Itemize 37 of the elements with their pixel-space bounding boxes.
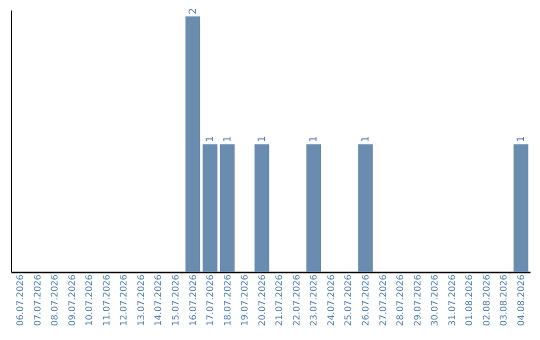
x-tick-label: 07.07.2026 bbox=[33, 274, 44, 326]
x-tick-label: 23.07.2026 bbox=[310, 274, 320, 326]
data-label: 1 bbox=[360, 136, 372, 142]
x-tick-label: 30.07.2026 bbox=[430, 274, 441, 326]
x-tick-label: 11.07.2026 bbox=[102, 274, 112, 326]
x-tick-label: 22.07.2026 bbox=[292, 274, 302, 326]
data-label: 1 bbox=[516, 136, 527, 142]
data-label: 1 bbox=[205, 136, 216, 142]
x-tick-label: 12.07.2026 bbox=[120, 274, 130, 326]
x-tick-label: 26.07.2026 bbox=[361, 274, 372, 326]
x-tick-label: 01.08.2026 bbox=[465, 274, 476, 326]
x-tick-label: 19.07.2026 bbox=[240, 274, 251, 326]
x-tick-label: 29.07.2026 bbox=[413, 274, 424, 326]
data-label: 1 bbox=[256, 136, 268, 142]
x-tick-label: 08.07.2026 bbox=[50, 274, 61, 326]
x-tick-label: 31.07.2026 bbox=[448, 274, 458, 326]
x-tick-label: 21.07.2026 bbox=[275, 274, 286, 326]
x-tick-label: 14.07.2026 bbox=[154, 274, 164, 326]
x-tick-label: 04.08.2026 bbox=[516, 274, 527, 326]
x-tick-label: 09.07.2026 bbox=[68, 274, 78, 326]
x-tick-label: 20.07.2026 bbox=[258, 274, 268, 326]
x-tick-label: 18.07.2026 bbox=[223, 274, 234, 326]
x-tick-label: 02.08.2026 bbox=[482, 274, 492, 326]
data-label: 2 bbox=[188, 8, 199, 14]
x-tick-label: 25.07.2026 bbox=[344, 274, 354, 326]
x-tick-label: 17.07.2026 bbox=[206, 274, 216, 326]
x-tick-label: 15.07.2026 bbox=[172, 274, 182, 326]
data-label: 1 bbox=[222, 136, 234, 142]
x-tick-label: 03.08.2026 bbox=[500, 274, 510, 326]
x-tick-label: 10.07.2026 bbox=[85, 274, 96, 326]
data-label: 1 bbox=[308, 136, 320, 142]
x-tick-label: 16.07.2026 bbox=[188, 274, 199, 326]
x-tick-label: 13.07.2026 bbox=[136, 274, 147, 326]
x-tick-label: 28.07.2026 bbox=[396, 274, 406, 326]
x-tick-label: 06.07.2026 bbox=[16, 274, 26, 326]
x-tick-label: 24.07.2026 bbox=[326, 274, 337, 326]
x-tick-label: 27.07.2026 bbox=[378, 274, 389, 326]
